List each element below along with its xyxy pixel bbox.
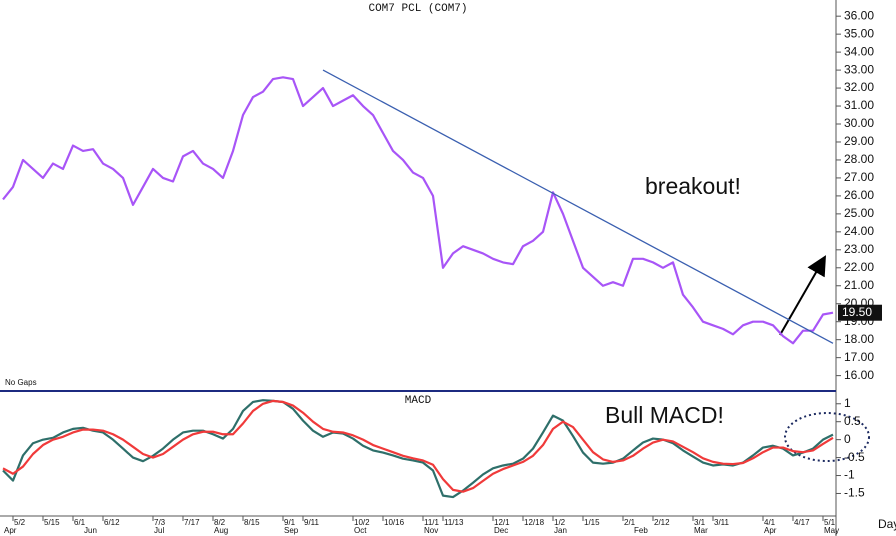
- month-label: Mar: [694, 526, 708, 535]
- x-tick-label: 9/1: [284, 518, 296, 527]
- trendline: [322, 69, 834, 344]
- x-tick-label: 8/15: [244, 518, 260, 527]
- month-label: Sep: [284, 526, 299, 535]
- y-tick-label: 31.00: [844, 98, 874, 112]
- y-tick-label: 22.00: [844, 260, 874, 274]
- x-tick-label: 11/1: [424, 518, 440, 527]
- x-axis-label: Day: [878, 517, 896, 531]
- month-label: Apr: [764, 526, 777, 535]
- y-tick-label: 17.00: [844, 350, 874, 364]
- x-tick-label: 2/12: [654, 518, 670, 527]
- month-label: Dec: [494, 526, 508, 535]
- x-tick-label: 5/2: [14, 518, 26, 527]
- month-label: Feb: [634, 526, 648, 535]
- month-label: Jul: [154, 526, 164, 535]
- y-tick-label: 28.00: [844, 152, 874, 166]
- y-tick-label: 25.00: [844, 206, 874, 220]
- x-tick-label: 7/3: [154, 518, 166, 527]
- y-tick-label: 0: [844, 432, 851, 446]
- y-tick-label: 34.00: [844, 44, 874, 58]
- series-line: [2, 399, 834, 493]
- month-label: Oct: [354, 526, 367, 535]
- x-tick-label: 1/15: [584, 518, 600, 527]
- y-tick-label: 18.00: [844, 332, 874, 346]
- x-tick-label: 5/15: [44, 518, 60, 527]
- x-tick-label: 12/1: [494, 518, 510, 527]
- y-tick-label: 24.00: [844, 224, 874, 238]
- annotation: breakout!: [645, 173, 741, 199]
- y-tick-label: 27.00: [844, 170, 874, 184]
- y-tick-label: 21.00: [844, 278, 874, 292]
- x-tick-label: 12/18: [524, 518, 545, 527]
- y-tick-label: 35.00: [844, 26, 874, 40]
- y-tick-label: 16.00: [844, 368, 874, 382]
- series-line: [2, 76, 834, 345]
- note: No Gaps: [5, 378, 37, 387]
- y-tick-label: 32.00: [844, 80, 874, 94]
- x-tick-label: 9/11: [304, 518, 320, 527]
- x-tick-label: 8/2: [214, 518, 226, 527]
- y-tick-label: 30.00: [844, 116, 874, 130]
- month-label: Jun: [84, 526, 97, 535]
- x-tick-label: 3/11: [714, 518, 730, 527]
- month-label: Nov: [424, 526, 438, 535]
- y-tick-label: 29.00: [844, 134, 874, 148]
- highlight-ellipse: [784, 412, 870, 462]
- y-tick-label: 0.5: [844, 414, 861, 428]
- last-value-box: [838, 304, 882, 321]
- y-tick-label: 23.00: [844, 242, 874, 256]
- month-label: Jan: [554, 526, 567, 535]
- x-tick-label: 6/12: [104, 518, 120, 527]
- month-label: Aug: [214, 526, 228, 535]
- series-line: [2, 399, 834, 499]
- y-tick-label: -0.5: [844, 450, 865, 464]
- y-tick-label: -1.5: [844, 486, 865, 500]
- x-tick-label: 5/1: [824, 518, 836, 527]
- y-tick-label: -1: [844, 468, 855, 482]
- x-tick-label: 4/17: [794, 518, 810, 527]
- last-value-label: 19.50: [842, 305, 872, 319]
- month-label: May: [824, 526, 839, 535]
- x-tick-label: 10/2: [354, 518, 370, 527]
- x-tick-label: 4/1: [764, 518, 776, 527]
- arrow: [779, 255, 826, 336]
- x-tick-label: 2/1: [624, 518, 636, 527]
- x-tick-label: 11/13: [444, 518, 464, 527]
- month-label: Apr: [4, 526, 17, 535]
- macd-title: MACD: [405, 395, 432, 407]
- annotation: Bull MACD!: [605, 402, 724, 428]
- chart-title: COM7 PCL (COM7): [368, 3, 467, 15]
- x-tick-label: 3/1: [694, 518, 706, 527]
- y-tick-label: 1: [844, 396, 851, 410]
- y-tick-label: 33.00: [844, 62, 874, 76]
- x-tick-label: 10/16: [384, 518, 405, 527]
- x-tick-label: 7/17: [184, 518, 200, 527]
- x-tick-label: 1/2: [554, 518, 566, 527]
- y-tick-label: 36.00: [844, 8, 874, 22]
- x-tick-label: 6/1: [74, 518, 86, 527]
- y-tick-label: 26.00: [844, 188, 874, 202]
